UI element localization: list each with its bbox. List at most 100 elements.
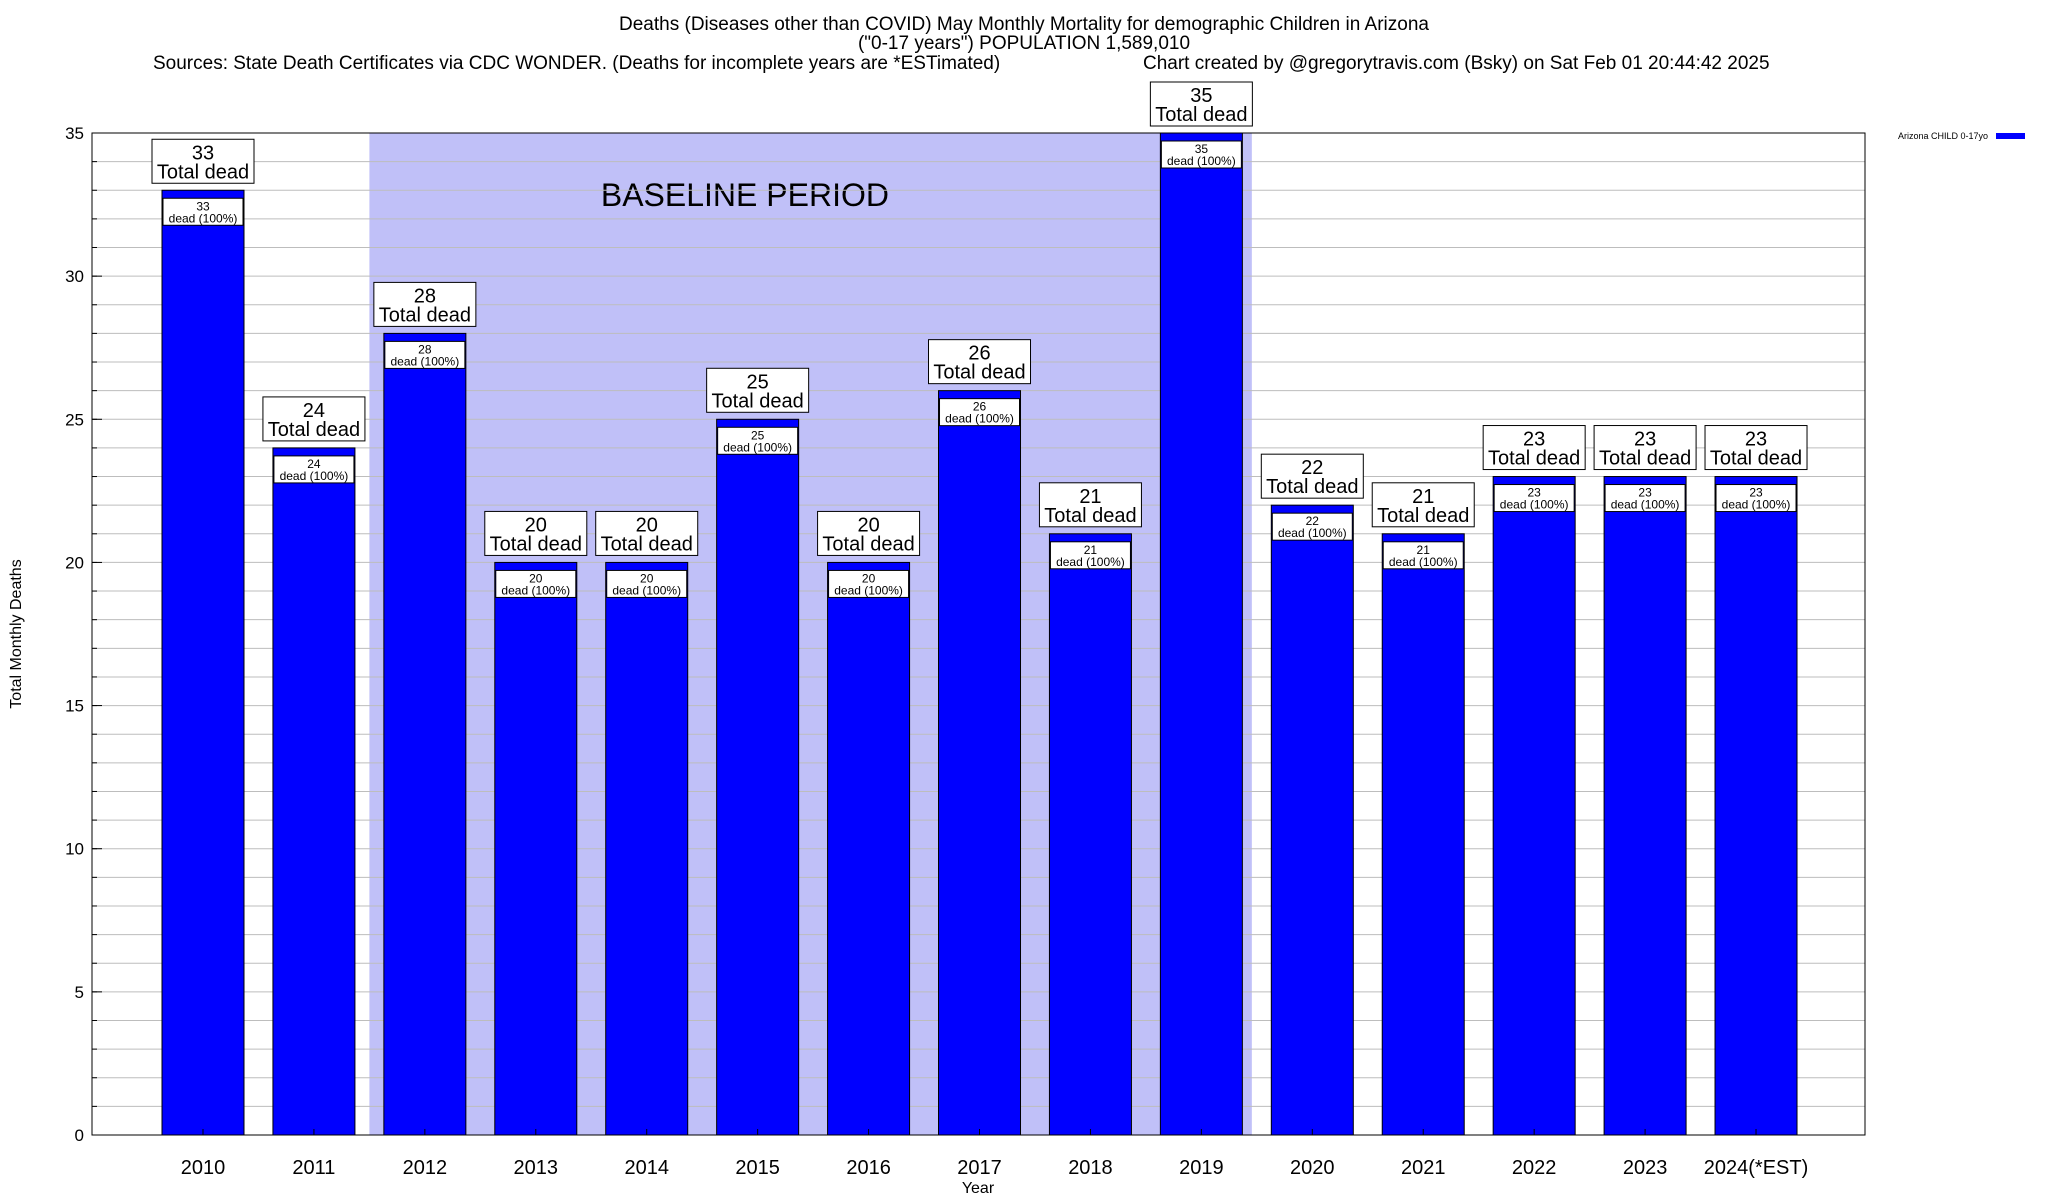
top-label-box <box>1704 425 1808 471</box>
y-tick-label: 25 <box>65 410 84 429</box>
inner-label-box <box>273 455 355 484</box>
top-label-value: 23 <box>1634 429 1656 451</box>
top-label-value: 21 <box>1412 486 1434 508</box>
x-tick-label: 2018 <box>1068 1157 1113 1179</box>
top-label-box <box>1482 425 1586 471</box>
inner-label-value: 35 <box>1195 142 1209 156</box>
x-tick-label: 2010 <box>181 1157 226 1179</box>
top-label-value: 28 <box>414 285 436 307</box>
plot-frame <box>91 132 1866 1136</box>
bar <box>938 390 1022 1136</box>
inner-label-value: 23 <box>1749 486 1763 500</box>
x-tick-label: 2015 <box>735 1157 780 1179</box>
x-tick-label: 2022 <box>1512 1157 1557 1179</box>
y-tick-label: 30 <box>65 267 84 286</box>
x-tick-label: 2012 <box>403 1157 448 1179</box>
legend: Arizona CHILD 0-17yo <box>1898 131 2026 141</box>
inner-label-text: dead (100%) <box>391 354 460 368</box>
top-label-box <box>1038 482 1142 528</box>
top-label-text: Total dead <box>1155 104 1247 126</box>
x-tick-label: 2019 <box>1179 1157 1224 1179</box>
inner-label-box <box>1493 484 1575 513</box>
y-tick-label: 35 <box>65 124 84 143</box>
y-tick-label: 15 <box>65 697 84 716</box>
inner-label-box <box>828 569 910 598</box>
top-label-text: Total dead <box>1599 448 1691 470</box>
top-label-value: 23 <box>1523 429 1545 451</box>
bar <box>1159 132 1243 1136</box>
inner-label-value: 26 <box>973 400 987 414</box>
bar <box>494 561 578 1136</box>
top-label-text: Total dead <box>1488 448 1580 470</box>
inner-label-value: 20 <box>529 571 543 585</box>
inner-label-box <box>1271 512 1353 541</box>
inner-label-value: 33 <box>196 199 210 213</box>
chart-credit: Chart created by @gregorytravis.com (Bsk… <box>1143 53 1770 74</box>
top-label-value: 33 <box>192 142 214 164</box>
inner-label-box <box>495 569 577 598</box>
y-tick-label: 20 <box>65 553 84 572</box>
inner-label-value: 21 <box>1084 543 1098 557</box>
top-label-value: 20 <box>636 514 658 536</box>
y-tick-label: 0 <box>75 1126 84 1145</box>
top-label-text: Total dead <box>490 533 582 555</box>
sources-note: Sources: State Death Certificates via CD… <box>153 53 1001 74</box>
top-label-box <box>706 367 810 413</box>
x-tick-label: 2023 <box>1623 1157 1668 1179</box>
bar <box>1048 533 1132 1136</box>
top-label-text: Total dead <box>1377 505 1469 527</box>
inner-label-value: 25 <box>751 428 765 442</box>
top-label-text: Total dead <box>822 533 914 555</box>
inner-label-value: 28 <box>418 342 432 356</box>
top-label-box <box>1149 81 1253 127</box>
inner-label-text: dead (100%) <box>1500 498 1569 512</box>
top-label-text: Total dead <box>157 161 249 183</box>
top-label-box <box>484 510 588 556</box>
inner-label-text: dead (100%) <box>1722 498 1791 512</box>
inner-label-text: dead (100%) <box>501 583 570 597</box>
chart-subtitle: ("0-17 years") POPULATION 1,589,010 <box>857 33 1191 54</box>
top-label-value: 35 <box>1190 85 1212 107</box>
inner-label-value: 20 <box>862 571 876 585</box>
top-label-text: Total dead <box>268 419 360 441</box>
inner-label-box <box>1160 140 1242 169</box>
bar <box>161 189 245 1136</box>
inner-label-text: dead (100%) <box>612 583 681 597</box>
inner-label-text: dead (100%) <box>169 211 238 225</box>
chart-title: Deaths (Diseases other than COVID) May M… <box>619 14 1429 35</box>
inner-label-box <box>939 398 1021 427</box>
inner-label-box <box>162 197 244 226</box>
inner-label-box <box>606 569 688 598</box>
top-label-value: 21 <box>1079 486 1101 508</box>
inner-label-value: 21 <box>1417 543 1431 557</box>
inner-label-box <box>384 340 466 369</box>
bar <box>1603 476 1687 1136</box>
inner-label-text: dead (100%) <box>280 469 349 483</box>
inner-label-text: dead (100%) <box>945 412 1014 426</box>
x-tick-label: 2020 <box>1290 1157 1335 1179</box>
legend-label: Arizona CHILD 0-17yo <box>1898 131 1989 141</box>
x-tick-label: 2014 <box>624 1157 669 1179</box>
top-label-value: 26 <box>968 343 990 365</box>
inner-label-text: dead (100%) <box>1056 555 1125 569</box>
top-label-text: Total dead <box>933 362 1025 384</box>
inner-label-value: 20 <box>640 571 654 585</box>
top-label-text: Total dead <box>601 533 693 555</box>
legend-swatch <box>1996 133 2026 139</box>
top-label-box <box>595 510 699 556</box>
inner-label-text: dead (100%) <box>1389 555 1458 569</box>
top-label-box <box>1371 482 1475 528</box>
top-label-box <box>373 281 477 327</box>
inner-label-box <box>1715 484 1797 513</box>
bar <box>1714 476 1798 1136</box>
bar <box>716 418 800 1136</box>
inner-label-box <box>717 426 799 455</box>
inner-label-value: 24 <box>307 457 321 471</box>
inner-label-text: dead (100%) <box>723 440 792 454</box>
bar <box>1492 476 1576 1136</box>
x-tick-label: 2016 <box>846 1157 891 1179</box>
top-label-value: 25 <box>747 371 769 393</box>
inner-label-text: dead (100%) <box>1278 526 1347 540</box>
inner-label-box <box>1049 541 1131 570</box>
